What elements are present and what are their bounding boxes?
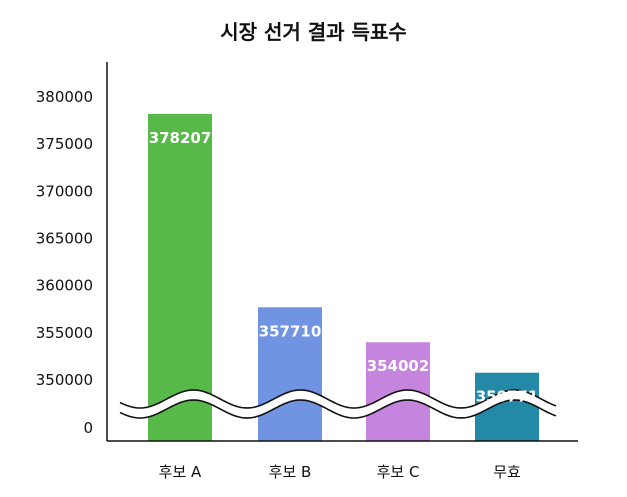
bar-0: [148, 113, 212, 441]
y-tick-label: 365000: [36, 230, 93, 248]
y-tick-label: 360000: [36, 277, 93, 295]
data-label: 378207: [149, 129, 212, 147]
y-tick-label: 355000: [36, 324, 93, 342]
bar-1: [258, 307, 322, 441]
data-label: 354002: [367, 357, 430, 375]
y-tick-label: 350000: [36, 371, 93, 389]
category-label: 후보 B: [269, 463, 312, 481]
category-label: 후보 A: [159, 463, 202, 481]
axis-break-line-upper: [119, 389, 557, 409]
y-tick-label: 375000: [36, 135, 93, 153]
data-label: 357710: [259, 322, 322, 340]
category-label: 후보 C: [377, 463, 420, 481]
y-tick-label: 0: [83, 419, 93, 437]
chart-title: 시장 선거 결과 득표수: [220, 20, 407, 44]
category-label: 무효: [493, 463, 521, 481]
axis-break-band: [120, 390, 556, 418]
y-tick-label: 380000: [36, 88, 93, 106]
y-tick-label: 370000: [36, 182, 93, 200]
axis-break-line-lower: [119, 399, 557, 419]
data-label: 350771: [476, 388, 539, 406]
